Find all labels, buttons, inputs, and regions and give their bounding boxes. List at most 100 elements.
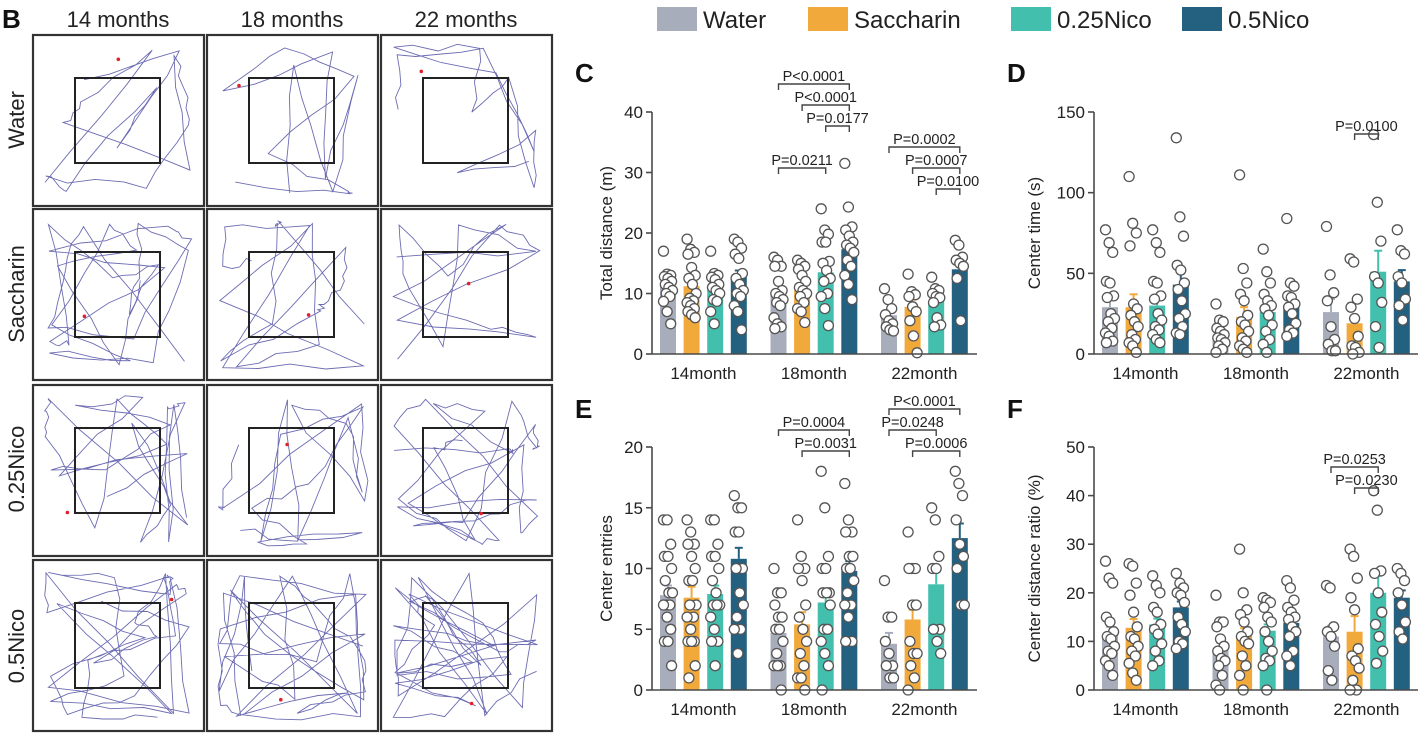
data-point: [1262, 635, 1275, 648]
data-point: [842, 514, 855, 526]
data-point: [665, 623, 677, 635]
data-point: [705, 635, 718, 648]
data-point: [774, 299, 786, 312]
trajectory-path: [47, 222, 193, 366]
center-zone: [422, 77, 509, 164]
y-tick-label: 20: [624, 438, 643, 457]
data-point: [733, 252, 745, 265]
data-point: [768, 562, 780, 575]
data-point: [1131, 621, 1143, 633]
data-point: [879, 635, 892, 648]
data-point: [1373, 341, 1385, 354]
data-point: [665, 538, 677, 550]
trajectory-path: [393, 398, 540, 546]
data-point: [822, 550, 835, 563]
data-point: [929, 514, 941, 526]
trajectory-path: [44, 571, 190, 720]
data-point: [1265, 616, 1277, 628]
data-point: [911, 647, 923, 660]
data-point: [1325, 630, 1337, 643]
trajectory-path: [43, 395, 189, 543]
data-point: [1369, 320, 1382, 333]
y-tick-label: 50: [1066, 438, 1085, 457]
data-point: [1281, 212, 1293, 225]
data-point: [732, 305, 744, 318]
data-point: [1156, 638, 1168, 650]
legend-label-05nico: 0.5Nico: [1228, 7, 1309, 34]
p-value-label: P<0.0001: [794, 90, 857, 106]
x-category-label: 22month: [891, 364, 957, 383]
data-point: [1391, 224, 1403, 236]
column-title-14-months: 14 months: [67, 7, 170, 32]
trajectory-path: [392, 224, 541, 360]
data-point: [1233, 169, 1246, 181]
center-zone: [422, 427, 509, 514]
data-point: [1348, 550, 1360, 563]
data-point: [661, 305, 673, 318]
data-point: [1175, 264, 1187, 276]
significance-bracket: [911, 167, 961, 174]
significance-bracket: [825, 125, 850, 132]
data-point: [819, 647, 831, 660]
start-marker: [285, 442, 289, 447]
x-category-label: 22month: [1333, 700, 1399, 719]
data-point: [795, 305, 807, 318]
data-point: [771, 647, 783, 660]
legend-label-water: Water: [703, 7, 766, 34]
data-point: [1216, 669, 1228, 682]
legend-label-saccharin: Saccharin: [854, 7, 961, 34]
y-tick-label: 5: [634, 620, 643, 639]
data-point: [657, 245, 670, 257]
center-zone: [74, 602, 161, 689]
data-point: [1351, 293, 1363, 305]
data-point: [708, 623, 720, 635]
data-point: [1376, 606, 1388, 618]
legend-swatch-025nico: [1011, 7, 1051, 31]
data-point: [1397, 314, 1409, 326]
panel-letter-b: B: [2, 4, 21, 34]
data-point: [1398, 574, 1411, 587]
data-point: [844, 562, 856, 575]
data-point: [1328, 640, 1341, 652]
data-point: [907, 330, 920, 342]
data-point: [1351, 572, 1363, 584]
data-point: [800, 635, 813, 648]
data-point: [902, 526, 914, 538]
trajectory-path: [218, 220, 366, 370]
data-point: [796, 574, 808, 587]
p-value-label: P=0.0006: [905, 436, 968, 452]
legend-swatch-water: [657, 7, 697, 31]
p-value-label: P=0.0230: [1335, 473, 1398, 489]
data-point: [1213, 660, 1225, 672]
data-point: [735, 502, 748, 514]
data-point: [1397, 633, 1409, 645]
data-point: [910, 599, 922, 611]
p-value-label: P=0.0100: [1335, 119, 1398, 135]
data-point: [1170, 132, 1182, 144]
y-axis-title: Center time (s): [1025, 177, 1044, 289]
data-point: [886, 611, 898, 623]
data-point: [735, 324, 748, 336]
data-point: [792, 562, 805, 575]
data-point: [665, 562, 678, 575]
data-point: [1233, 543, 1246, 555]
panel-b-track-plots: B 14 months 18 months 22 months Water Sa…: [2, 4, 554, 733]
data-point: [1375, 235, 1387, 247]
bar-05nico-22month: [951, 538, 968, 690]
data-point: [1284, 582, 1297, 594]
data-point: [818, 275, 830, 288]
data-point: [908, 672, 921, 684]
data-point: [685, 526, 697, 538]
data-point: [1104, 616, 1116, 628]
legend-label-025nico: 0.25Nico: [1057, 7, 1152, 34]
data-point: [1127, 560, 1139, 572]
arena-grid: [31, 33, 554, 733]
data-point: [683, 672, 695, 684]
y-axis-title: Center entries: [597, 515, 616, 622]
data-point: [1242, 638, 1255, 650]
x-category-label: 22month: [891, 700, 957, 719]
data-point: [887, 672, 900, 684]
center-zone: [74, 251, 161, 338]
data-point: [1281, 650, 1293, 662]
data-point: [662, 550, 674, 563]
